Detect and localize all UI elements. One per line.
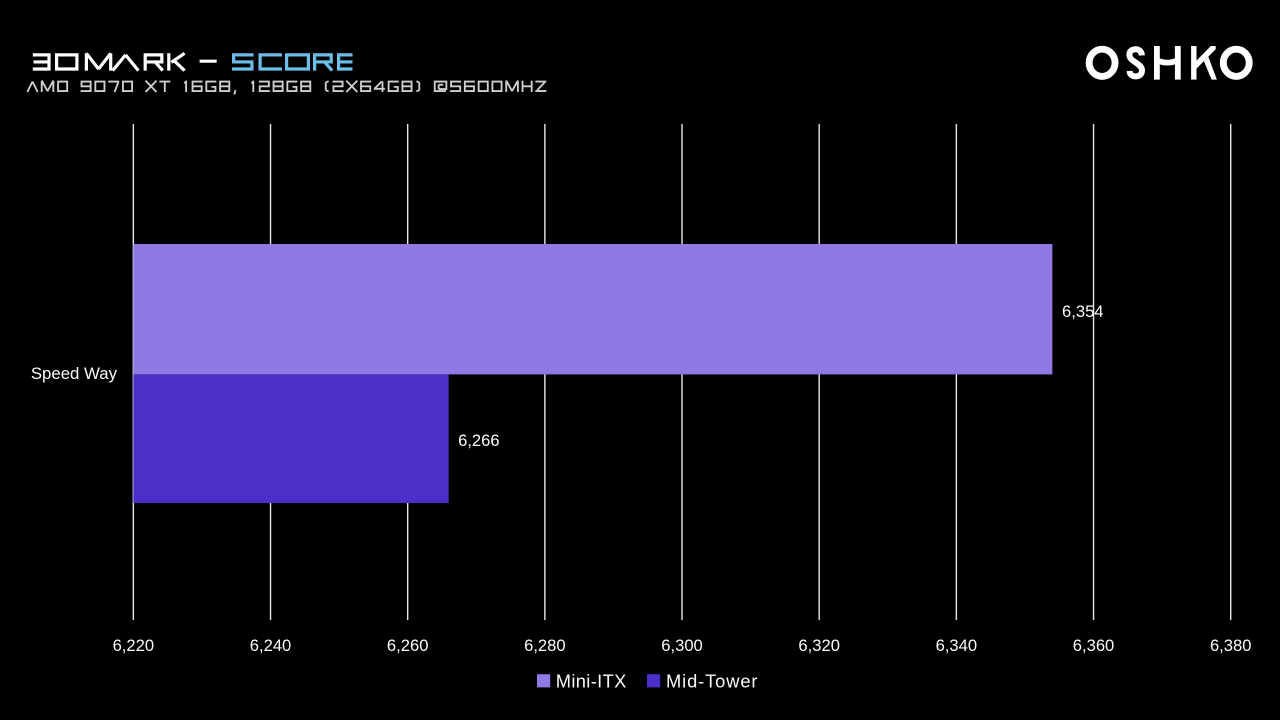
- svg-text:Speed Way: Speed Way: [31, 364, 118, 383]
- svg-text:6,220: 6,220: [113, 636, 155, 655]
- svg-text:6,320: 6,320: [798, 636, 840, 655]
- svg-text:6,266: 6,266: [458, 431, 500, 450]
- svg-text:6,360: 6,360: [1073, 636, 1115, 655]
- svg-text:6,380: 6,380: [1210, 636, 1252, 655]
- svg-text:6,300: 6,300: [661, 636, 703, 655]
- svg-text:Mini-ITX: Mini-ITX: [556, 670, 627, 691]
- svg-text:Mid-Tower: Mid-Tower: [666, 670, 758, 691]
- svg-text:6,280: 6,280: [524, 636, 566, 655]
- svg-text:6,240: 6,240: [250, 636, 292, 655]
- svg-text:6,260: 6,260: [387, 636, 429, 655]
- svg-text:6,354: 6,354: [1062, 302, 1104, 321]
- svg-text:6,340: 6,340: [936, 636, 978, 655]
